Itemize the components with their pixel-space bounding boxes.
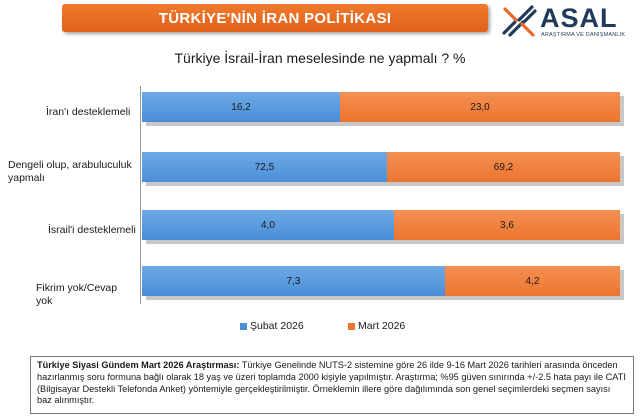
category-label: Fikrim yok/Cevap yok <box>36 282 118 307</box>
data-label: 72,5 <box>254 161 275 173</box>
bar-subat: 72,5 <box>142 152 387 182</box>
methodology-footnote: Türkiye Siyasi Gündem Mart 2026 Araştırm… <box>30 356 634 414</box>
legend-label: Mart 2026 <box>358 320 406 332</box>
data-label: 4,0 <box>261 219 275 231</box>
bar-mart: 23,0 <box>340 92 620 122</box>
legend-item-mart: Mart 2026 <box>348 320 405 332</box>
asal-logo-mark-icon <box>502 5 537 37</box>
legend: Şubat 2026 Mart 2026 <box>0 320 640 334</box>
category-axis <box>140 86 141 304</box>
category-label: İsrail'i desteklemeli <box>48 224 136 236</box>
data-label: 4,2 <box>525 275 540 287</box>
bar-mart: 69,2 <box>387 152 620 182</box>
footnote-text: Türkiye Genelinde NUTS-2 sistemine göre … <box>37 360 626 406</box>
legend-swatch-blue <box>240 322 247 330</box>
category-label: İran'ı desteklemeli <box>46 106 131 118</box>
logo-subtitle: ARAŞTIRMA VE DANIŞMANLIK <box>541 32 626 38</box>
bar-mart: 3,6 <box>394 210 620 240</box>
legend-swatch-orange <box>348 322 355 330</box>
bar-subat: 4,0 <box>142 210 394 240</box>
bar-mart: 4,2 <box>445 266 620 296</box>
data-label: 16,2 <box>231 101 251 113</box>
footnote-lead: Türkiye Siyasi Gündem Mart 2026 Araştırm… <box>37 360 240 370</box>
legend-label: Şubat 2026 <box>250 320 304 332</box>
logo-text: ASAL <box>540 3 618 33</box>
bar-subat: 16,2 <box>142 92 340 122</box>
data-label: 23,0 <box>470 101 490 113</box>
chart-title: Türkiye İsrail-İran meselesinde ne yapma… <box>174 50 466 66</box>
category-label: Dengeli olup, arabuluculuk yapmalı <box>8 159 132 184</box>
bar-subat: 7,3 <box>142 266 445 296</box>
asal-logo: ASAL ARAŞTIRMA VE DANIŞMANLIK <box>500 3 638 43</box>
legend-item-subat: Şubat 2026 <box>240 320 304 332</box>
data-label: 7,3 <box>286 275 301 287</box>
page-title: TÜRKİYE'NİN İRAN POLİTİKASI <box>62 4 488 32</box>
data-label: 69,2 <box>493 161 514 173</box>
data-label: 3,6 <box>500 219 514 231</box>
